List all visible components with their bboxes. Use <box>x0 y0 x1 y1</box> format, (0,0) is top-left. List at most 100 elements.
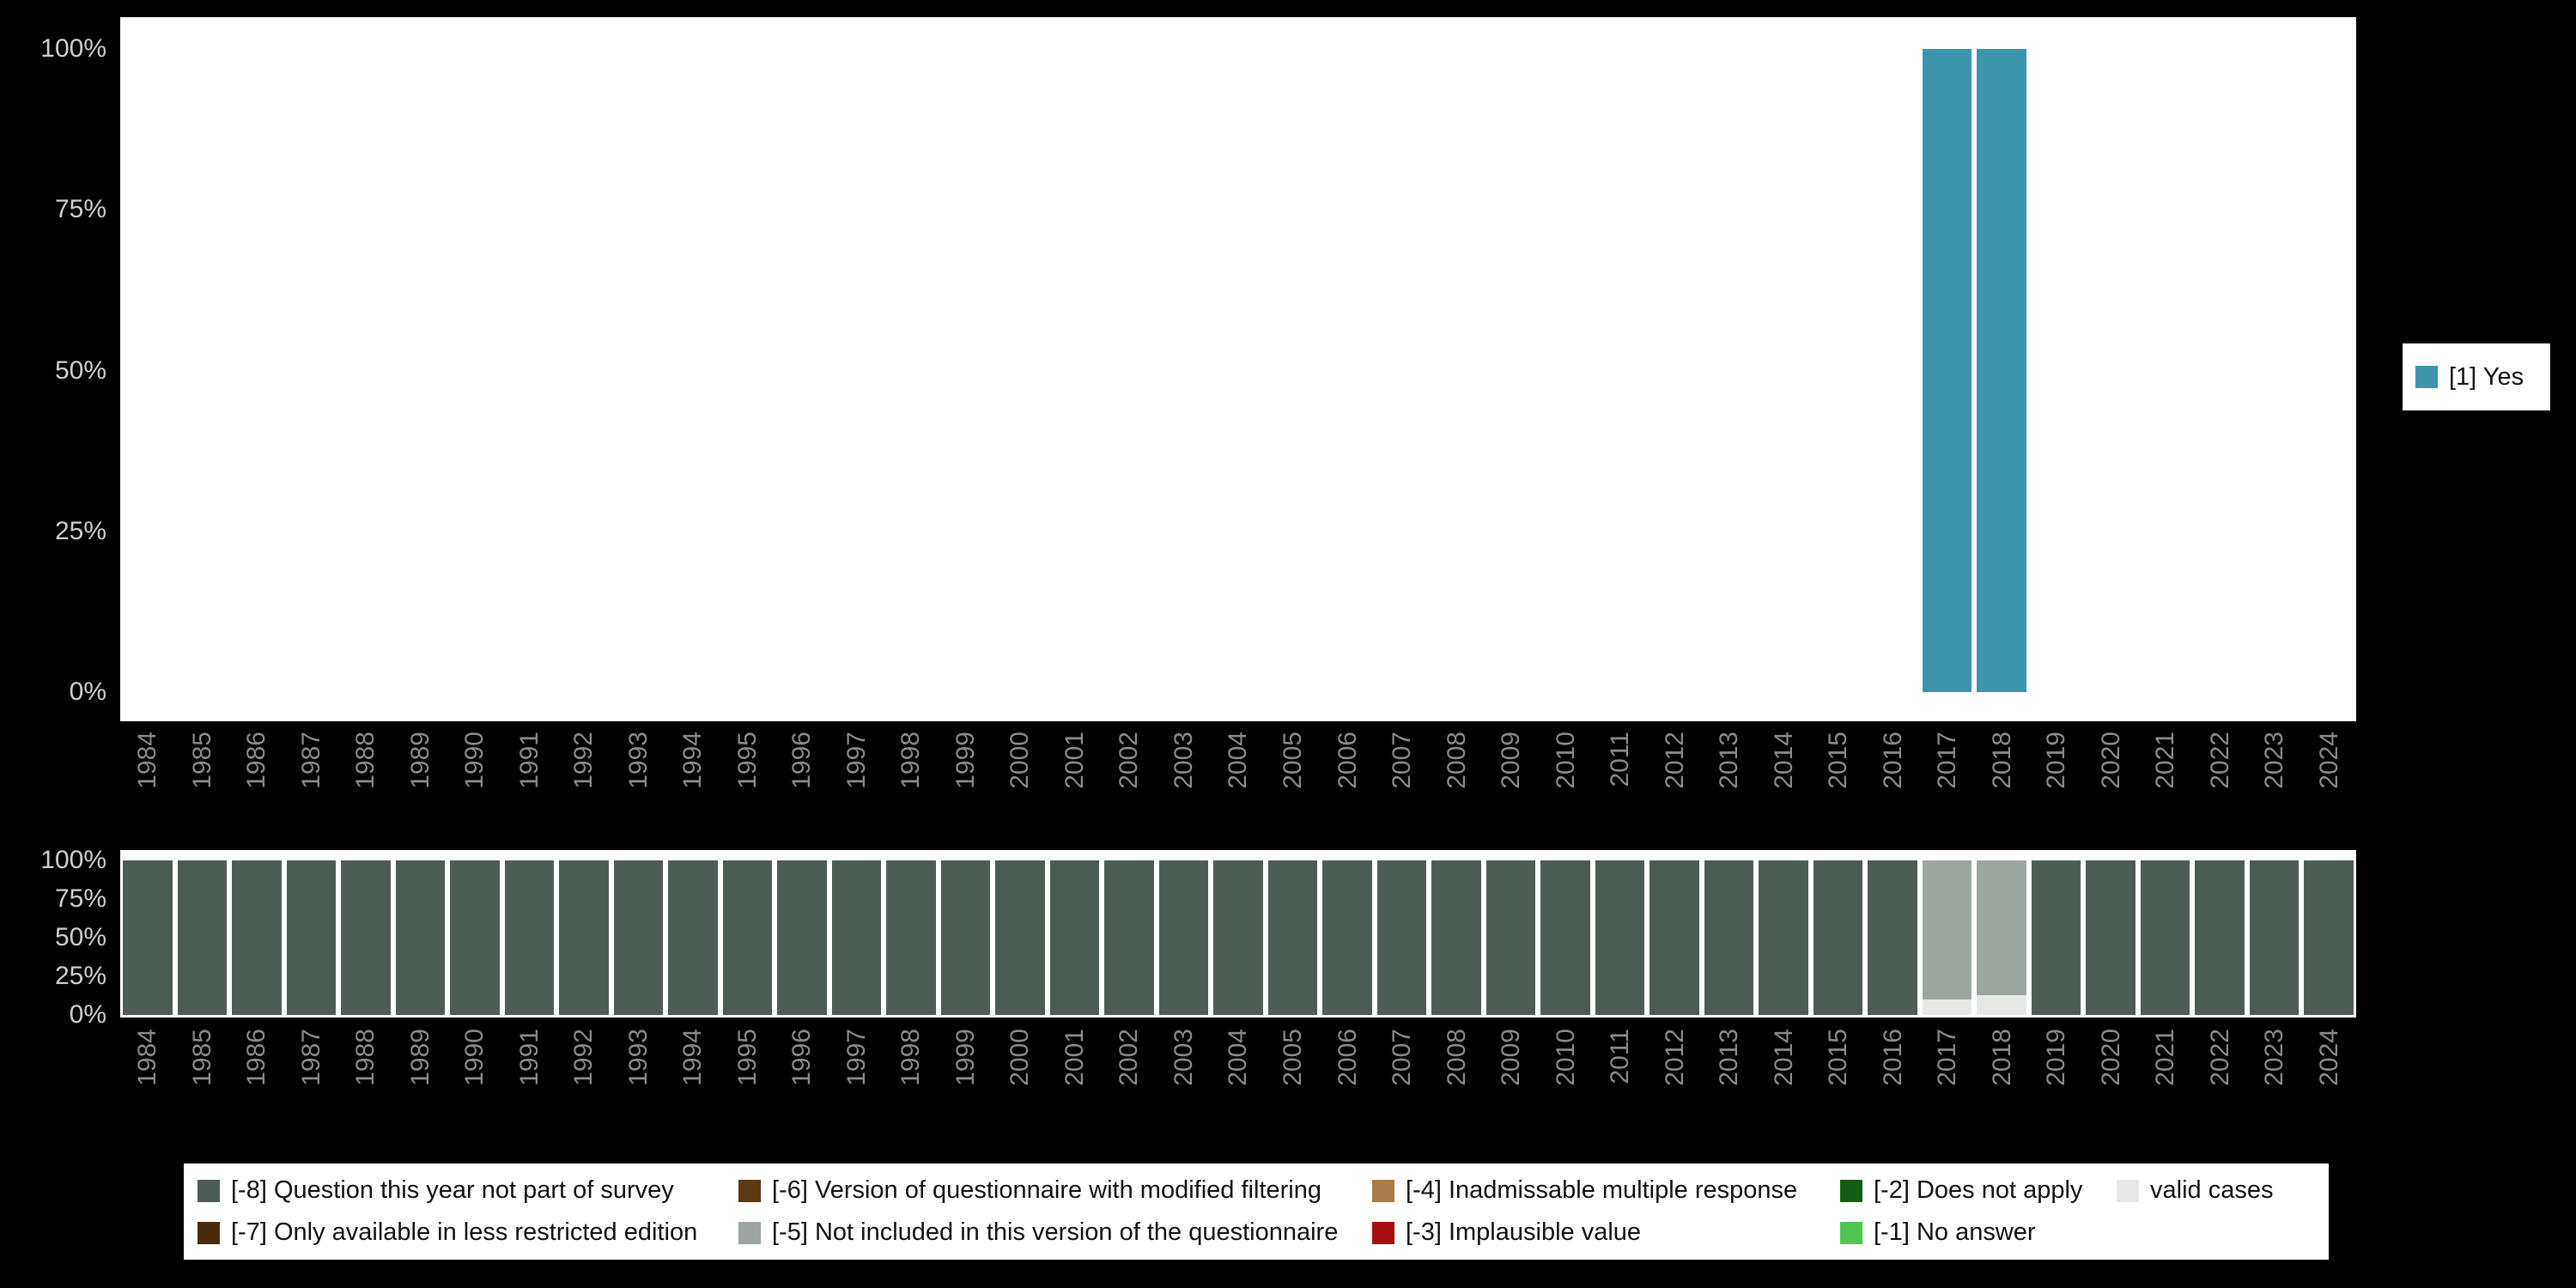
bar-segment <box>940 860 991 1015</box>
x-tick-label: 2016 <box>1865 1029 1920 1157</box>
bar-1997 <box>829 860 884 1015</box>
bar-2021 <box>2138 49 2193 692</box>
x-tick-label: 1994 <box>665 732 720 860</box>
x-tick-text: 2019 <box>2042 732 2071 789</box>
x-tick-text: 1990 <box>460 732 489 789</box>
bar-1994 <box>665 49 720 692</box>
x-tick-label: 1999 <box>939 732 993 860</box>
bar-1998 <box>884 49 939 692</box>
x-tick-label: 2008 <box>1429 732 1484 860</box>
bar-segment <box>559 860 609 1015</box>
bar-1987 <box>284 860 339 1015</box>
bar-2010 <box>1538 860 1593 1015</box>
x-tick-label: 1992 <box>556 732 611 860</box>
x-tick-label: 1986 <box>229 732 284 860</box>
x-tick-label: 2022 <box>2192 1029 2247 1157</box>
missing-values-x-axis: 1984 1985 1986 1987 1988 1989 1990 1991 1992 1993… <box>120 1029 2356 1157</box>
bar-segment <box>1267 860 1318 1015</box>
x-tick-label: 2019 <box>2029 732 2084 860</box>
x-tick-text: 1988 <box>351 732 380 789</box>
x-tick-label: 1988 <box>338 1029 393 1157</box>
bar-1991 <box>502 49 557 692</box>
x-tick-label: 2006 <box>1320 1029 1375 1157</box>
x-tick-label: 2003 <box>1157 1029 1212 1157</box>
bar-1989 <box>393 860 448 1015</box>
x-tick-text: 2009 <box>1497 732 1526 789</box>
x-tick-text: 2016 <box>1878 1029 1907 1086</box>
bar-segment <box>450 860 500 1015</box>
x-tick-text: 2021 <box>2151 1029 2180 1086</box>
x-tick-text: 2021 <box>2151 732 2180 789</box>
bar-2008 <box>1429 860 1484 1015</box>
x-tick-text: 1989 <box>405 732 434 789</box>
legend-swatch <box>738 1221 761 1244</box>
x-tick-text: 1994 <box>678 1029 708 1086</box>
x-tick-label: 1989 <box>393 732 448 860</box>
bar-segment <box>2086 860 2136 1015</box>
bar-2004 <box>1211 860 1266 1015</box>
legend-label: valid cases <box>2150 1176 2274 1204</box>
x-tick-label: 2006 <box>1320 732 1375 860</box>
x-tick-label: 1990 <box>447 732 502 860</box>
bar-2007 <box>1375 860 1430 1015</box>
x-tick-label: 2021 <box>2138 732 2193 860</box>
bar-2013 <box>1702 860 1757 1015</box>
x-tick-label: 1993 <box>611 732 666 860</box>
bar-1987 <box>284 49 339 692</box>
x-tick-label: 2005 <box>1266 1029 1321 1157</box>
x-tick-label: 1985 <box>175 1029 230 1157</box>
bar-2018 <box>1974 860 2029 1015</box>
x-tick-text: 2003 <box>1169 1029 1198 1086</box>
x-tick-label: 2013 <box>1702 732 1757 860</box>
bar-segment <box>1158 860 1209 1015</box>
x-tick-text: 1986 <box>242 732 271 789</box>
legend-row: [-7] Only available in less restricted e… <box>197 1212 2329 1254</box>
legend-label: [-8] Question this year not part of surv… <box>231 1176 674 1204</box>
bar-segment <box>831 860 882 1015</box>
bar-segment <box>395 860 446 1015</box>
legend-swatch <box>197 1179 220 1202</box>
bar-segment <box>2304 860 2354 1015</box>
x-tick-text: 1992 <box>569 732 598 789</box>
x-tick-label: 2011 <box>1593 732 1648 860</box>
bar-1988 <box>338 860 393 1015</box>
y-tick-label: 75% <box>54 195 106 224</box>
x-tick-text: 1999 <box>951 1029 980 1086</box>
x-tick-text: 1990 <box>460 1029 489 1086</box>
x-tick-label: 2003 <box>1157 732 1212 860</box>
y-tick-label: 25% <box>54 516 106 545</box>
x-tick-label: 2001 <box>1048 732 1103 860</box>
x-tick-text: 1985 <box>187 1029 216 1086</box>
bar-1993 <box>611 860 666 1015</box>
x-tick-text: 2008 <box>1442 1029 1471 1086</box>
x-tick-text: 2009 <box>1497 1029 1526 1086</box>
x-tick-text: 2016 <box>1878 732 1907 789</box>
x-tick-text: 1997 <box>841 1029 871 1086</box>
bar-1992 <box>556 860 611 1015</box>
bar-segment <box>123 860 173 1015</box>
x-tick-label: 2000 <box>993 1029 1048 1157</box>
bar-2006 <box>1320 860 1375 1015</box>
x-tick-text: 1987 <box>296 1029 325 1086</box>
bar-2007 <box>1375 49 1430 692</box>
x-tick-label: 2009 <box>1484 732 1539 860</box>
x-tick-label: 2018 <box>1974 1029 2029 1157</box>
x-tick-label: 2015 <box>1811 732 1866 860</box>
x-tick-label: 2002 <box>1102 732 1157 860</box>
bar-segment <box>341 860 391 1015</box>
legend-item: [1] Yes <box>2403 363 2550 392</box>
x-tick-text: 1991 <box>514 732 544 789</box>
x-tick-text: 1992 <box>569 1029 598 1086</box>
x-tick-text: 1989 <box>405 1029 434 1086</box>
x-tick-text: 1984 <box>133 732 162 789</box>
x-tick-text: 2000 <box>1005 732 1035 789</box>
x-tick-text: 2015 <box>1824 1029 1853 1086</box>
x-tick-label: 2018 <box>1974 732 2029 860</box>
x-tick-label: 1985 <box>175 732 230 860</box>
y-tick-label: 0% <box>69 1000 106 1029</box>
missing-values-y-axis: 0% 25% 50% 75% 100% <box>0 0 113 1288</box>
bar-2009 <box>1484 860 1539 1015</box>
legend-swatch <box>1840 1179 1862 1202</box>
bar-1999 <box>939 49 993 692</box>
